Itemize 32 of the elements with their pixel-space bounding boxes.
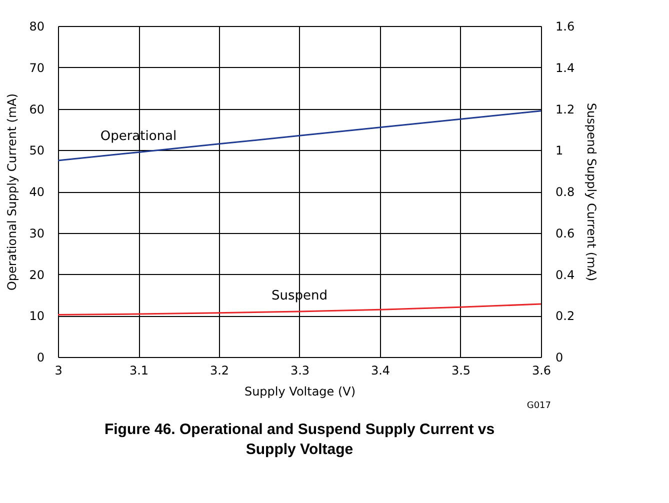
y-tick-label: 60 bbox=[29, 102, 44, 116]
line-series bbox=[57, 303, 542, 316]
y2-axis-title: Suspend Supply Current (mA) bbox=[584, 102, 599, 282]
text: G017 bbox=[526, 401, 551, 411]
x-tick-label: 3.5 bbox=[451, 364, 471, 378]
x-tick-label: 3.1 bbox=[129, 364, 149, 378]
x-axis-title: Supply Voltage (V) bbox=[244, 384, 356, 398]
y2-tick-label: 1 bbox=[556, 144, 564, 158]
y2-tick-label: 1.6 bbox=[556, 20, 575, 34]
x-tick-label: 3.6 bbox=[532, 364, 552, 378]
line-series bbox=[57, 110, 542, 162]
x-tick-label: 3.3 bbox=[290, 364, 310, 378]
y2-tick-label: 1.2 bbox=[556, 102, 575, 116]
y-tick-label: 30 bbox=[29, 226, 44, 240]
x-tick-label: 3.2 bbox=[210, 364, 230, 378]
y-axis-title: Operational Supply Current (mA) bbox=[5, 93, 20, 291]
y2-tick-label: 0 bbox=[556, 350, 564, 364]
y2-tick-label: 0.2 bbox=[556, 309, 575, 324]
y2-tick-label: 0.6 bbox=[556, 226, 575, 240]
y-tick-label: 10 bbox=[29, 309, 44, 324]
y-tick-label: 0 bbox=[36, 350, 44, 364]
y-tick-label: 70 bbox=[29, 60, 44, 75]
text: Figure 46. Operational and Suspend Supply Current vs Supply Voltage bbox=[104, 421, 495, 458]
y-tick-label: 20 bbox=[29, 268, 44, 282]
x-tick-label: 3 bbox=[54, 364, 62, 378]
y-tick-label: 50 bbox=[29, 144, 44, 158]
y2-tick-label: 0.4 bbox=[556, 268, 575, 282]
y-tick-label: 80 bbox=[29, 20, 44, 34]
y-tick-label: 40 bbox=[29, 185, 44, 199]
y2-tick-label: 0.8 bbox=[556, 185, 575, 199]
y2-tick-label: 1.4 bbox=[556, 60, 575, 75]
x-tick-label: 3.4 bbox=[370, 364, 390, 378]
